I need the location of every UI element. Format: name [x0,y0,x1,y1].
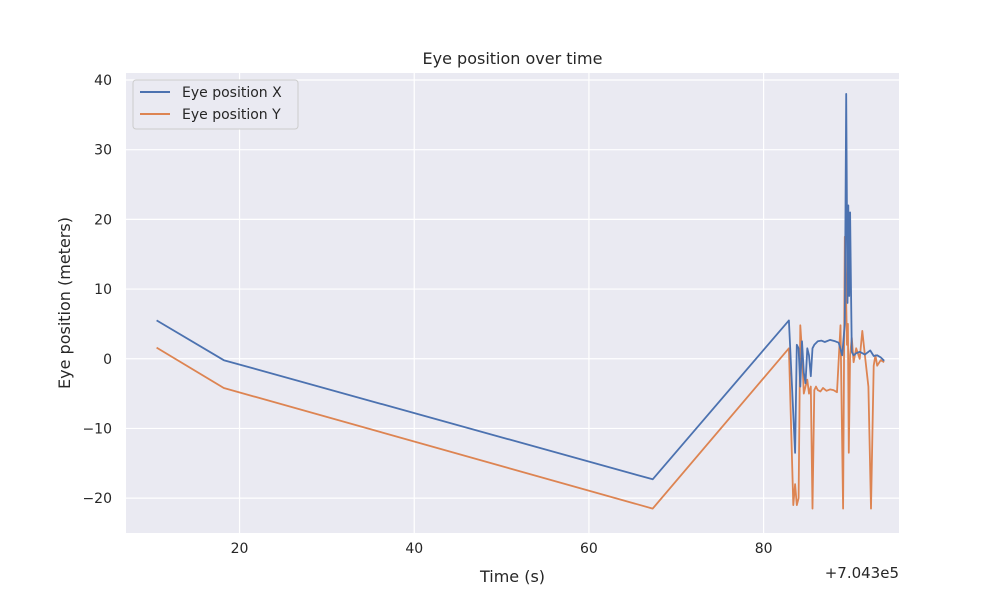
series-lines [156,93,885,510]
series-line-eye-position-y [156,235,885,510]
x-tick-label: 80 [755,541,773,557]
series-line-eye-position-x [156,93,885,481]
grid [126,73,899,533]
plot-area [126,73,899,533]
y-tick-label: 10 [94,282,112,298]
x-tick-label: 60 [580,541,598,557]
legend: Eye position X Eye position Y [132,79,299,130]
y-tick-label: −10 [82,421,112,437]
legend-box [132,79,299,130]
y-tick-label: 40 [94,73,112,89]
x-axis-offset-label: +7.043e5 [825,564,899,582]
x-axis-label: Time (s) [479,567,545,586]
y-tick-label: 30 [94,143,112,159]
legend-label-x: Eye position X [182,85,282,101]
legend-label-y: Eye position Y [182,107,281,123]
y-tick-label: 0 [103,352,112,368]
x-tick-label: 20 [231,541,249,557]
y-tick-label: 20 [94,212,112,228]
y-tick-label: −20 [82,491,112,507]
chart-title: Eye position over time [423,49,603,68]
y-axis-label: Eye position (meters) [55,217,74,389]
tick-labels: 20 40 60 80 −20 −10 0 10 20 30 40 [82,73,772,557]
x-tick-label: 40 [405,541,423,557]
